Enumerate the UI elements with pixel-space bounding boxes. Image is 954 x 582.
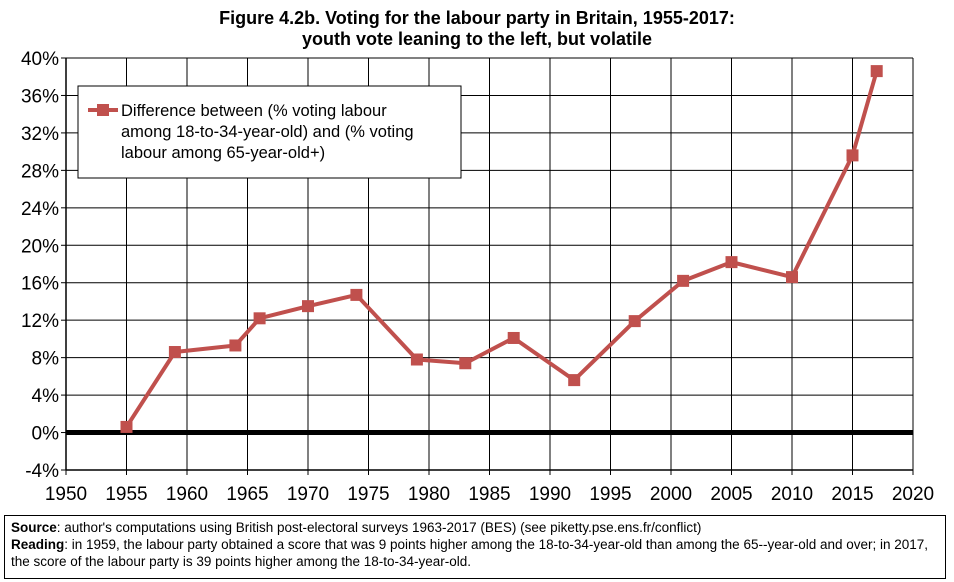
data-point	[229, 339, 242, 352]
chart-title-block: Figure 4.2b. Voting for the labour party…	[0, 8, 954, 50]
x-tick-label: 2000	[650, 484, 692, 505]
x-tick-label: 1965	[226, 484, 268, 505]
y-tick-label: 4%	[32, 386, 60, 407]
y-tick-label: 36%	[21, 86, 59, 107]
data-point	[410, 353, 423, 366]
x-tick-label: 1950	[45, 484, 87, 505]
data-point	[677, 274, 690, 287]
y-tick-label: 12%	[21, 311, 59, 332]
source-label: Source	[11, 520, 57, 535]
data-point	[507, 331, 520, 344]
x-tick-label: 1980	[408, 484, 450, 505]
data-point	[168, 346, 181, 359]
chart-footer: Source: author's computations using Brit…	[4, 515, 946, 579]
source-text: : author's computations using British po…	[56, 520, 702, 535]
x-tick-label: 2005	[710, 484, 752, 505]
x-tick-label: 2010	[771, 484, 813, 505]
legend-label: labour among 65-year-old+)	[121, 144, 325, 162]
x-tick-label: 1975	[347, 484, 389, 505]
legend-label: among 18-to-34-year-old) and (% voting	[121, 123, 414, 141]
y-tick-label: -4%	[25, 461, 59, 482]
data-point	[253, 312, 266, 325]
x-tick-label: 1985	[468, 484, 510, 505]
y-tick-label: 20%	[21, 236, 59, 257]
x-tick-label: 2020	[892, 484, 934, 505]
data-point	[846, 149, 859, 162]
y-tick-label: 0%	[32, 424, 60, 445]
y-tick-label: 16%	[21, 274, 59, 295]
data-point	[786, 271, 798, 284]
data-point	[120, 420, 133, 433]
y-tick-label: 24%	[21, 199, 59, 220]
legend-marker-swatch	[97, 104, 109, 116]
data-point	[725, 256, 738, 269]
x-tick-label: 1960	[166, 484, 208, 505]
reading-text: : in 1959, the labour party obtained a s…	[11, 537, 929, 569]
x-tick-label: 1970	[287, 484, 329, 505]
x-tick-label: 1995	[589, 484, 631, 505]
data-point	[568, 374, 581, 387]
reading-label: Reading	[11, 537, 65, 552]
data-point	[628, 315, 641, 328]
legend-box	[77, 85, 462, 179]
x-tick-label: 1955	[105, 484, 147, 505]
legend-label: Difference between (% voting labour	[121, 102, 387, 120]
line-chart: -4% 0% 4% 8% 12% 16% 20% 24% 28% 32% 36% 40% 1950 195…	[21, 49, 934, 505]
data-point	[870, 65, 883, 78]
y-tick-label: 28%	[21, 161, 59, 182]
chart-subtitle: youth vote leaning to the left, but vola…	[301, 29, 652, 49]
y-tick-label: 8%	[32, 349, 60, 370]
data-point	[459, 357, 472, 370]
data-point	[350, 288, 363, 301]
data-point	[302, 300, 314, 313]
x-tick-label: 2015	[831, 484, 873, 505]
x-tick-label: 1990	[529, 484, 571, 505]
chart-title: Figure 4.2b. Voting for the labour party…	[219, 8, 735, 28]
y-tick-label: 40%	[21, 49, 59, 70]
series-line	[124, 70, 879, 429]
y-tick-label: 32%	[21, 124, 59, 145]
